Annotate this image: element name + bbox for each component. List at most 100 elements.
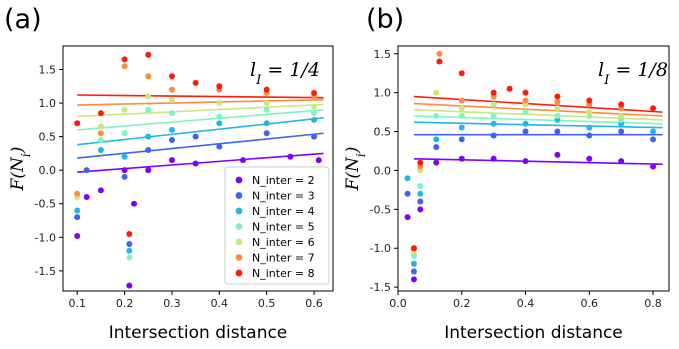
data-point <box>458 124 465 131</box>
data-point <box>126 247 133 254</box>
data-point <box>458 105 465 112</box>
data-point <box>410 268 417 275</box>
data-point <box>216 100 223 107</box>
data-point <box>145 51 152 58</box>
data-point <box>586 124 593 131</box>
fit-line <box>77 117 324 146</box>
data-point <box>410 245 417 252</box>
data-point <box>586 132 593 139</box>
data-point <box>83 194 90 201</box>
data-point <box>490 120 497 127</box>
x-tick-label: 0.6 <box>305 297 323 310</box>
x-tick-label: 0.3 <box>163 297 181 310</box>
data-point <box>74 190 81 197</box>
data-point <box>192 79 199 86</box>
data-point <box>458 97 465 104</box>
data-point <box>433 113 440 119</box>
data-point <box>436 50 443 57</box>
panel-label: (a) <box>4 4 42 35</box>
legend-entry: N_inter = 7 <box>252 252 315 265</box>
data-point <box>126 254 133 261</box>
fit-line <box>77 152 324 173</box>
data-point <box>417 190 424 197</box>
data-point <box>121 153 128 160</box>
data-point <box>522 120 529 127</box>
data-point <box>168 86 175 93</box>
data-point <box>315 157 322 164</box>
x-tick-label: 0.2 <box>116 297 134 310</box>
data-point <box>216 113 223 120</box>
panel-a: (a) 0.1 0.2 0.3 0.4 0.5 0.6 -1.5 -1.0 -0.5 0.0 0.5 1… <box>4 4 334 343</box>
data-point <box>458 136 465 143</box>
plot-frame <box>397 45 670 292</box>
data-point <box>263 86 270 93</box>
data-point <box>74 120 81 127</box>
data-point <box>433 89 440 96</box>
data-point <box>650 105 657 112</box>
data-point <box>216 120 223 127</box>
fit-line <box>77 103 324 118</box>
data-point <box>192 160 199 167</box>
data-point <box>490 113 497 119</box>
x-axis-label: Intersection distance <box>444 323 623 343</box>
data-point <box>145 167 152 174</box>
data-point <box>263 130 270 137</box>
y-axis-label: F(Ni) <box>343 147 368 192</box>
data-point <box>263 106 270 113</box>
y-tick-label: -1.0 <box>370 242 391 255</box>
x-tick-label: 0.0 <box>389 297 407 310</box>
legend-entry: N_inter = 4 <box>252 205 315 218</box>
data-point <box>126 230 133 237</box>
data-point <box>126 282 133 289</box>
y-axis-label-group: F(Ni) <box>8 147 33 192</box>
data-point <box>586 155 593 162</box>
data-point <box>417 198 424 205</box>
data-point <box>458 155 465 162</box>
annotation-label: lI = 1/8 <box>598 59 668 88</box>
data-point <box>650 128 657 135</box>
fit-line <box>77 132 324 159</box>
y-tick-label: 0.5 <box>374 126 392 139</box>
data-point <box>121 167 128 174</box>
data-point <box>74 214 81 221</box>
legend-entry: N_inter = 5 <box>252 221 315 234</box>
annotation-label: lI = 1/4 <box>250 59 320 88</box>
panel-b: (b) 0.0 0.2 0.4 0.6 0.8 -1.5 -1.0 -0.5 0.0 0.5 1.0 1… <box>343 4 670 343</box>
x-tick-label: 0.6 <box>581 297 599 310</box>
data-point <box>97 147 104 154</box>
data-point <box>216 143 223 150</box>
legend-marker <box>235 238 243 246</box>
data-point <box>458 113 465 119</box>
legend-marker <box>235 269 243 277</box>
data-point <box>121 106 128 113</box>
data-point <box>618 101 625 108</box>
data-point <box>618 113 625 119</box>
data-point <box>490 155 497 162</box>
fit-line <box>413 157 663 166</box>
data-point <box>586 97 593 104</box>
data-point <box>554 128 561 135</box>
legend-entry: N_inter = 6 <box>252 236 315 249</box>
legend-marker <box>235 254 243 261</box>
data-point <box>311 116 318 123</box>
data-point <box>131 200 138 207</box>
y-tick-label: -1.5 <box>370 281 391 294</box>
fit-line <box>77 94 324 99</box>
data-point <box>97 187 104 194</box>
data-point <box>311 110 318 117</box>
data-point <box>121 173 128 180</box>
y-tick-label: -1.0 <box>35 231 56 244</box>
data-point <box>121 63 128 70</box>
data-point <box>586 109 593 116</box>
data-point <box>650 136 657 143</box>
panel-label: (b) <box>366 4 404 35</box>
data-point <box>74 207 81 214</box>
data-point <box>433 159 440 166</box>
y-tick-label: 0.0 <box>39 164 57 177</box>
y-tick-label: -0.5 <box>35 198 56 211</box>
data-point <box>121 130 128 137</box>
data-point <box>490 101 497 108</box>
data-point <box>145 93 152 100</box>
data-point <box>522 158 529 165</box>
